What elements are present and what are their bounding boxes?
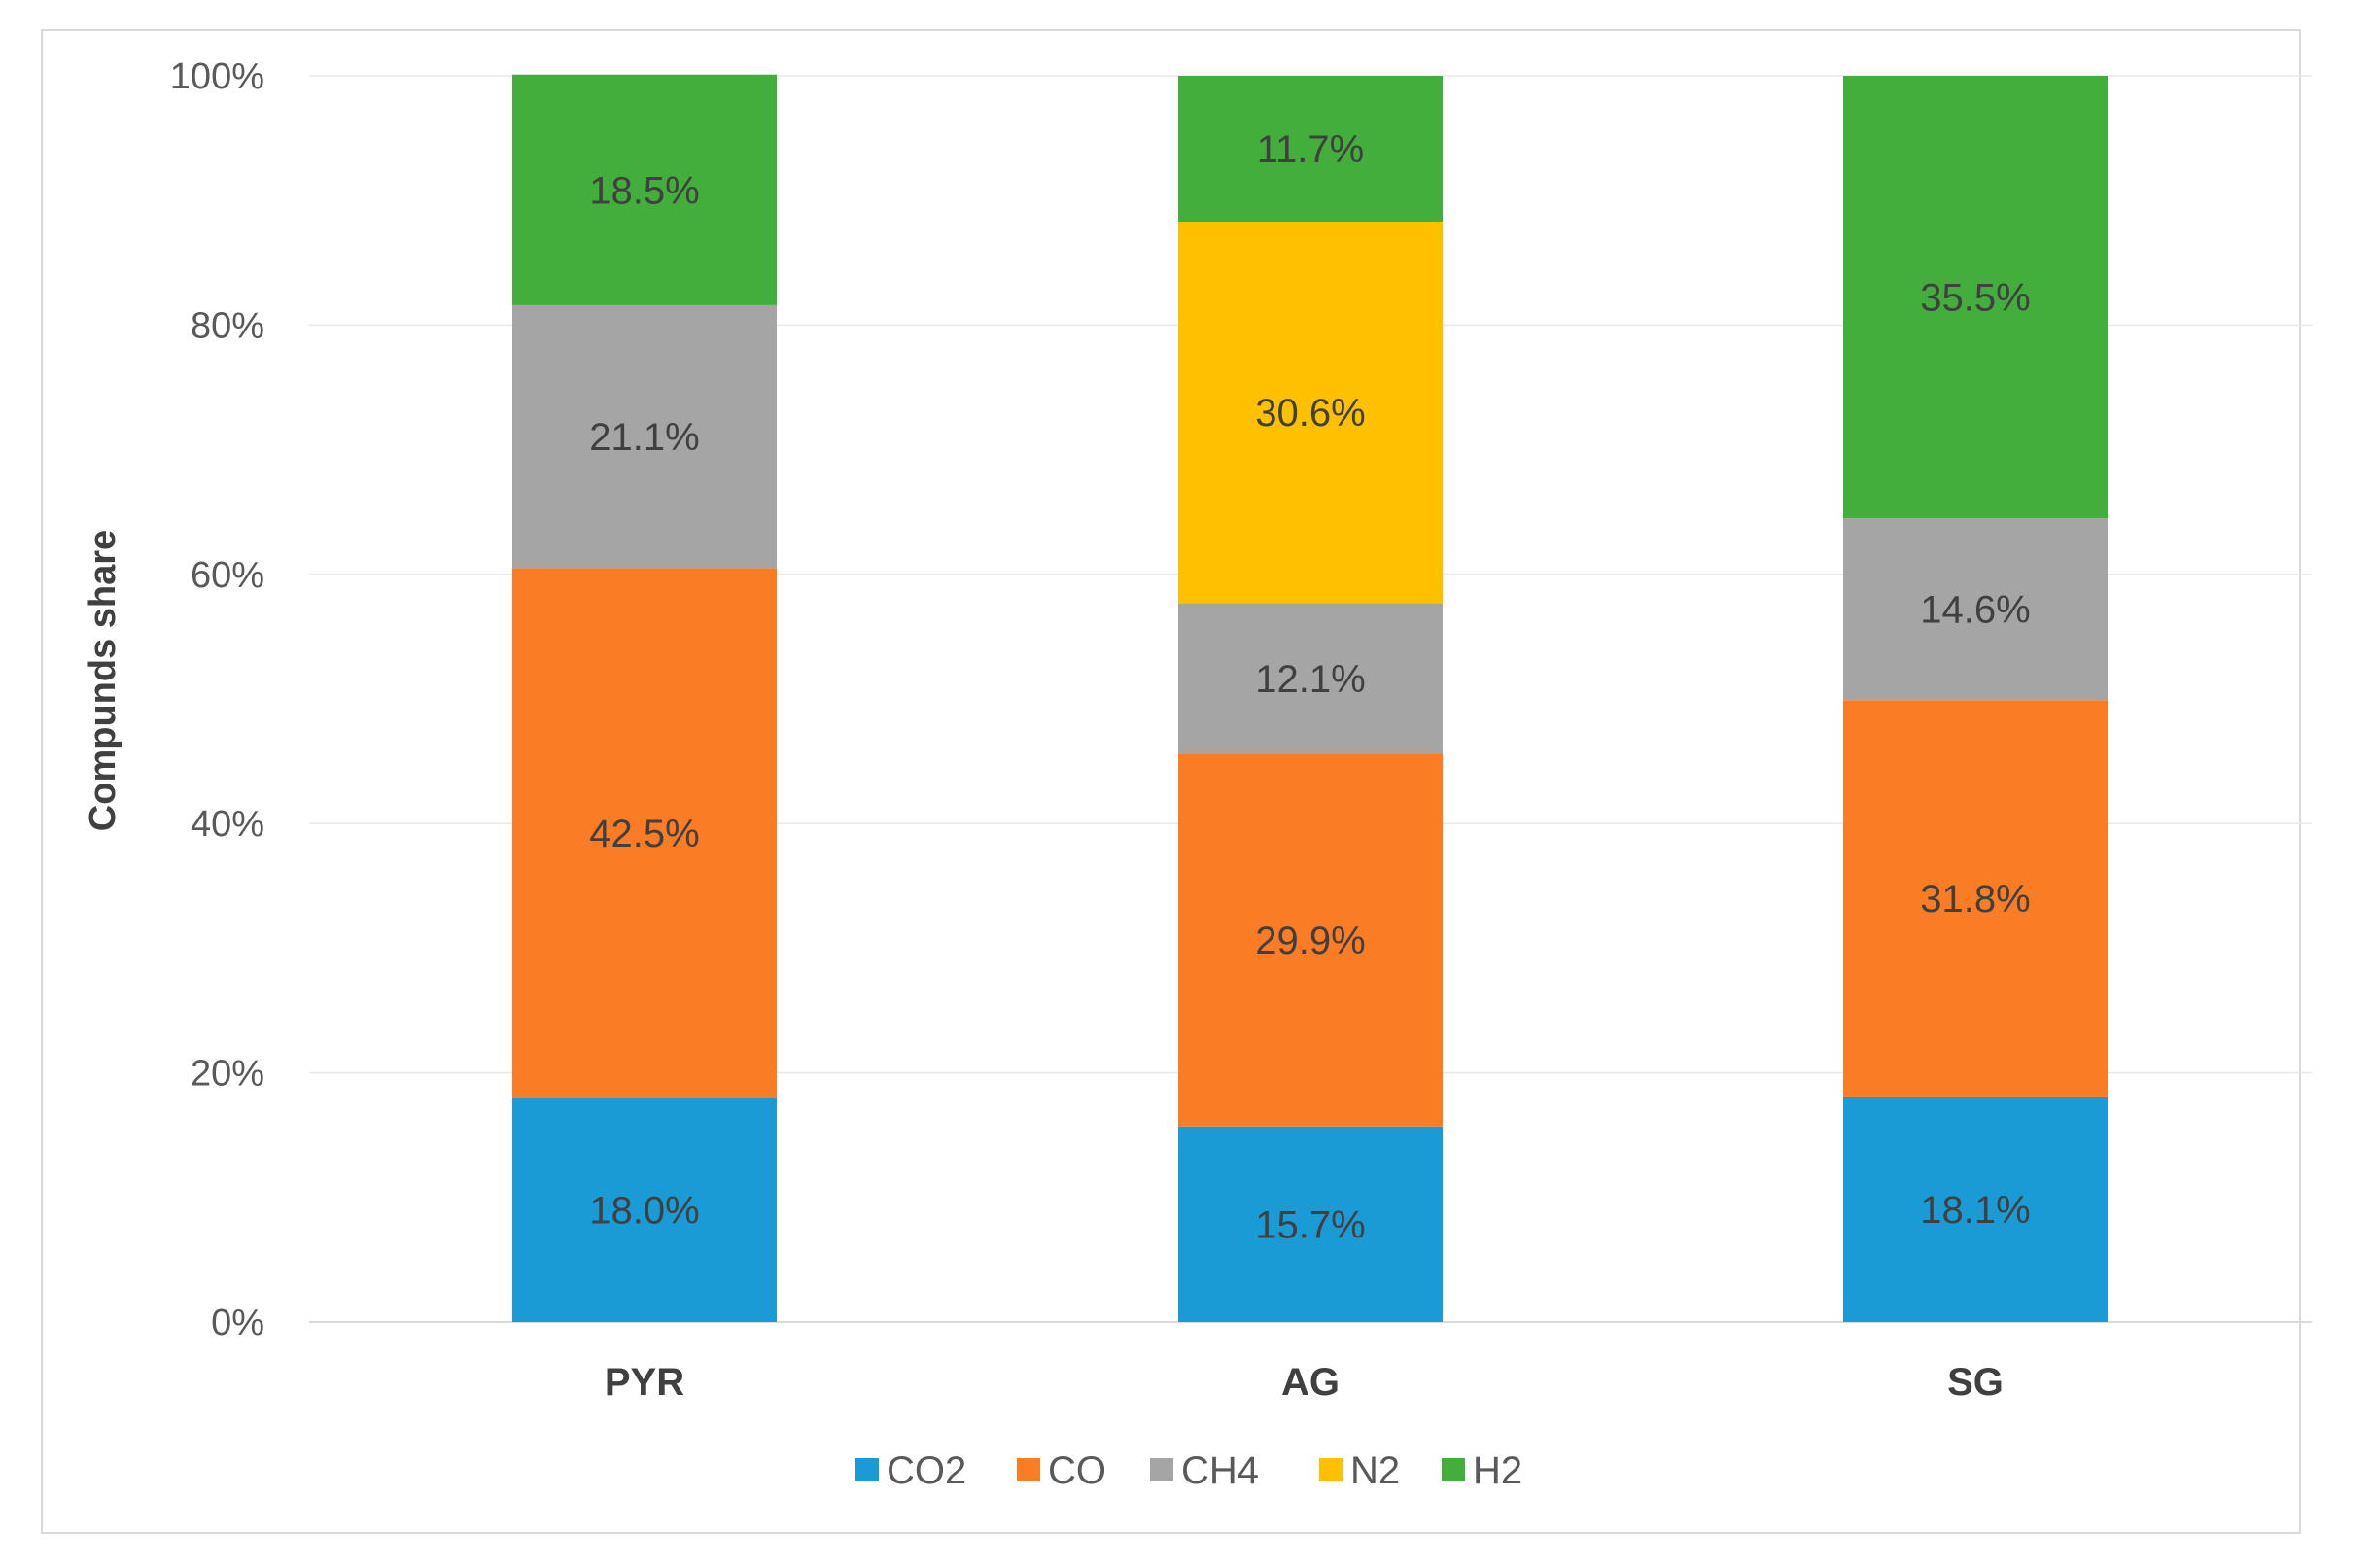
bar-segment-h2-pyr bbox=[512, 74, 777, 305]
x-category-label: SG bbox=[1947, 1361, 2004, 1404]
legend-label: H2 bbox=[1473, 1449, 1522, 1492]
legend-swatch bbox=[1442, 1458, 1465, 1481]
data-label: 18.1% bbox=[1920, 1189, 2030, 1232]
y-tick-label: 20% bbox=[191, 1054, 264, 1095]
y-tick-label: 0% bbox=[211, 1303, 264, 1343]
legend-label: N2 bbox=[1350, 1449, 1400, 1492]
legend-swatch bbox=[1150, 1458, 1173, 1481]
y-axis-ticks: 0% 20% 40% 60% 80% 100% bbox=[170, 56, 264, 1343]
y-tick-label: 40% bbox=[191, 804, 264, 845]
bar-segment-co2-ag bbox=[1178, 1126, 1443, 1322]
y-axis-label: Compunds share bbox=[83, 530, 123, 831]
legend-label: CH4 bbox=[1181, 1449, 1259, 1492]
legend-swatch bbox=[1017, 1458, 1040, 1481]
bar-segment-ch4-pyr bbox=[512, 304, 777, 569]
legend-item-co: CO bbox=[1017, 1449, 1106, 1492]
data-label: 35.5% bbox=[1920, 277, 2030, 320]
data-label: 29.9% bbox=[1255, 920, 1365, 962]
legend-item-h2: H2 bbox=[1442, 1449, 1522, 1492]
legend-item-ch4: CH4 bbox=[1150, 1449, 1259, 1492]
data-label: 15.7% bbox=[1255, 1203, 1365, 1246]
data-label: 18.0% bbox=[589, 1190, 699, 1233]
y-tick-label: 100% bbox=[170, 56, 264, 97]
data-label: 30.6% bbox=[1255, 392, 1365, 435]
bar-segment-n2-ag bbox=[1178, 221, 1443, 604]
legend-label: CO bbox=[1048, 1449, 1106, 1492]
legend-label: CO2 bbox=[887, 1449, 966, 1492]
data-label: 14.6% bbox=[1920, 589, 2030, 632]
data-label: 12.1% bbox=[1255, 658, 1365, 701]
y-tick-label: 60% bbox=[191, 555, 264, 596]
x-axis-categories: PYR AG SG bbox=[605, 1361, 2004, 1404]
legend-item-co2: CO2 bbox=[855, 1449, 966, 1492]
data-label: 31.8% bbox=[1920, 878, 2030, 921]
legend-item-n2: N2 bbox=[1319, 1449, 1400, 1492]
data-label: 21.1% bbox=[589, 416, 699, 459]
data-label: 11.7% bbox=[1257, 128, 1364, 171]
data-label: 18.5% bbox=[589, 169, 699, 212]
bar-segment-h2-sg bbox=[1843, 76, 2108, 519]
bar-segment-co2-sg bbox=[1843, 1096, 2108, 1322]
data-label: 42.5% bbox=[589, 813, 699, 855]
bar-segment-co2-pyr bbox=[512, 1098, 777, 1322]
legend: CO2 CO CH4 N2 H2 bbox=[855, 1449, 1522, 1492]
x-category-label: AG bbox=[1281, 1361, 1340, 1404]
y-tick-label: 80% bbox=[191, 305, 264, 346]
bar-segment-co-sg bbox=[1843, 700, 2108, 1097]
bar-segment-co-pyr bbox=[512, 568, 777, 1098]
bar-segment-h2-ag bbox=[1178, 76, 1443, 222]
x-category-label: PYR bbox=[605, 1361, 684, 1404]
bars: 18.0% 42.5% 21.1% 18.5% 15.7% 29.9% 12.1% 30.6%… bbox=[512, 74, 2108, 1322]
legend-swatch bbox=[855, 1458, 879, 1481]
bar-segment-ch4-sg bbox=[1843, 518, 2108, 701]
legend-swatch bbox=[1319, 1458, 1343, 1481]
bar-segment-co-ag bbox=[1178, 753, 1443, 1127]
bar-segment-ch4-ag bbox=[1178, 603, 1443, 754]
